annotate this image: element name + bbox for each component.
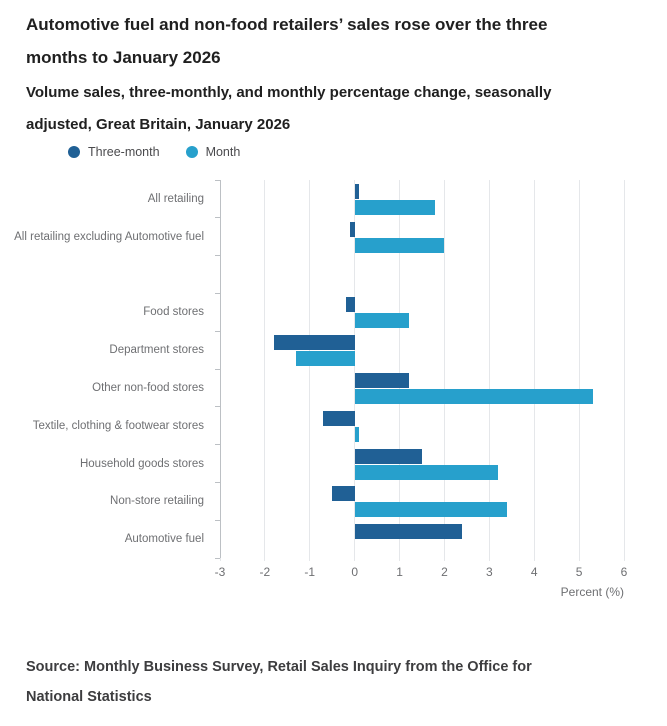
gridline [623,180,625,561]
category-label: Food stores [143,306,204,319]
category-tick [215,330,220,332]
x-tick-label: -1 [304,565,316,579]
bar-month[interactable] [354,237,445,253]
category-label: All retailing [147,192,204,205]
gridline [354,180,356,561]
bar-three-month[interactable] [354,524,463,540]
bar-month[interactable] [354,200,436,215]
gridline [488,180,490,561]
x-tick-label: 3 [485,565,493,579]
category-tick [215,292,220,294]
y-axis-line [219,180,221,558]
bar-three-month[interactable] [354,184,360,199]
bar-month[interactable] [296,351,355,367]
x-tick-label: -2 [259,565,271,579]
x-tick-label: 1 [396,565,403,579]
legend-dot-icon [185,146,198,158]
bar-month[interactable] [354,389,593,404]
bar-three-month[interactable] [323,410,355,426]
gridline [533,180,535,561]
x-tick-label: 2 [441,565,448,579]
category-tick [215,557,220,559]
category-label: Household goods stores [79,457,204,470]
category-tick [215,519,220,521]
bar-three-month[interactable] [354,373,409,388]
category-tick [215,406,220,408]
chart-title: Automotive fuel and non-food retailers’ … [26,15,548,67]
category-label: All retailing excluding Automotive fuel [14,230,204,243]
category-label: Department stores [109,344,204,357]
x-axis-title: Percent (%) [560,585,624,599]
category-tick [215,481,220,483]
bar-three-month[interactable] [273,335,355,351]
category-tick [215,368,220,370]
chart-subtitle: Volume sales, three-monthly, and monthly… [26,84,552,133]
gridline [578,180,580,561]
chart-legend: Three-month Month [68,145,240,159]
category-tick [215,444,220,446]
source-note: Source: Monthly Business Survey, Retail … [26,659,532,705]
legend-item-month[interactable]: Month [185,145,241,159]
legend-dot-icon [68,146,80,158]
bar-month[interactable] [354,426,360,442]
category-tick [215,179,220,181]
x-tick-label: 5 [575,565,583,579]
gridline [443,180,445,561]
category-label: Textile, clothing & footwear stores [32,419,204,432]
category-tick [215,255,220,257]
bar-chart: -3 -2 -1 0 1 2 3 4 5 6 All retailing All retailing … [0,179,667,610]
legend-label: Month [205,145,241,159]
bar-month[interactable] [354,502,508,518]
bar-month[interactable] [354,464,499,480]
gridline [399,180,401,561]
legend-item-three-month[interactable]: Three-month [68,145,160,159]
bar-three-month[interactable] [354,448,422,464]
gridline [264,180,266,561]
x-tick-label: 0 [351,565,358,579]
category-label: Other non-food stores [92,381,204,394]
bar-month[interactable] [354,313,409,329]
gridline [309,180,311,561]
bar-three-month[interactable] [332,486,355,502]
category-label: Non-store retailing [110,495,204,508]
bar-three-month[interactable] [345,297,355,313]
x-tick-label: 6 [620,565,628,579]
category-label: Automotive fuel [124,533,204,546]
x-tick-label: -3 [214,565,226,579]
x-tick-label: 4 [530,565,538,579]
bar-three-month[interactable] [350,221,355,237]
legend-label: Three-month [88,145,160,159]
category-tick [215,217,220,219]
